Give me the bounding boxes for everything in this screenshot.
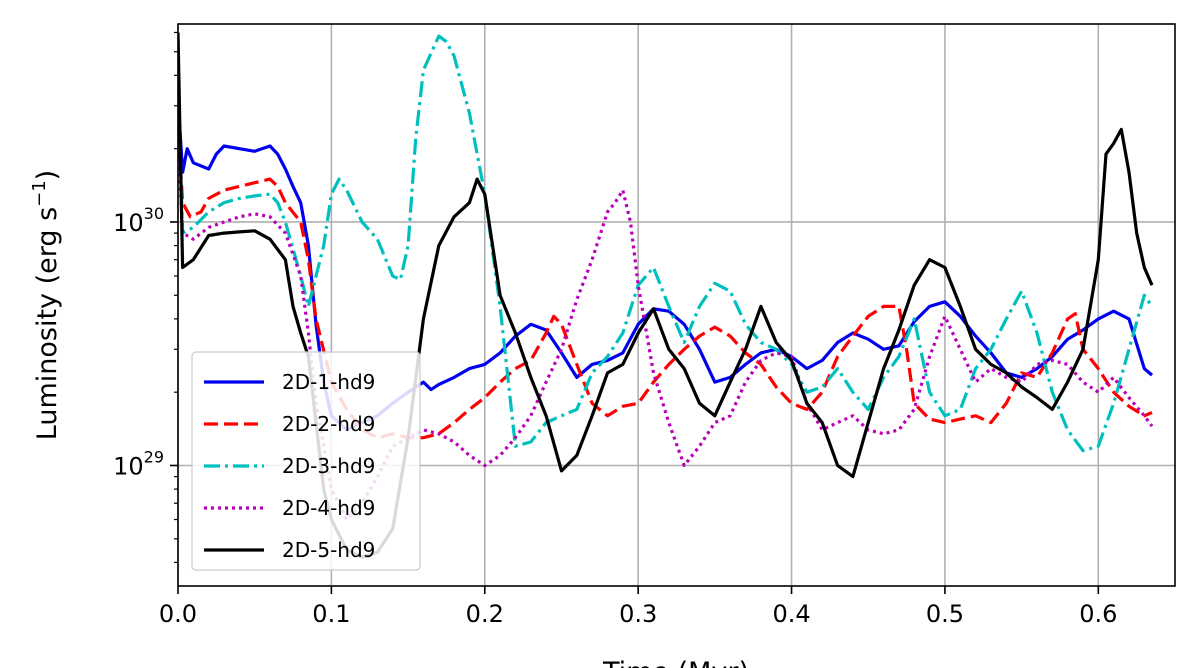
legend-label-2D-2-hd9: 2D-2-hd9	[282, 412, 375, 436]
x-tick-label-3: 0.3	[619, 600, 657, 628]
x-tick-label-2: 0.2	[466, 600, 504, 628]
series-line-2D-2-hd9	[178, 125, 1153, 440]
plot-frame	[177, 23, 1176, 587]
legend-label-2D-5-hd9: 2D-5-hd9	[282, 538, 375, 562]
x-axis-label: Time (Myr)	[602, 657, 749, 668]
series-line-2D-3-hd9	[178, 34, 1154, 453]
legend-label-2D-4-hd9: 2D-4-hd9	[282, 496, 375, 520]
legend-label-2D-3-hd9: 2D-3-hd9	[282, 454, 375, 478]
y-axis-label-exponent: −1	[29, 180, 50, 207]
x-tick-label-6: 0.6	[1079, 600, 1117, 628]
x-tick-label-0: 0.0	[159, 600, 197, 628]
x-tick-label-5: 0.5	[926, 600, 964, 628]
y-axis-label-close: )	[32, 170, 63, 181]
y-tick-label-0: 1029	[113, 447, 164, 480]
legend-label-2D-1-hd9: 2D-1-hd9	[282, 370, 375, 394]
x-tick-label-1: 0.1	[312, 600, 350, 628]
y-axis-label: Luminosity (erg s−1)	[29, 170, 63, 440]
y-tick-label-1: 1030	[113, 204, 164, 237]
series-line-2D-1-hd9	[178, 98, 1154, 432]
legend: 2D-1-hd9 2D-2-hd9 2D-3-hd9 2D-4-hd9 2D-5-hd9	[191, 351, 421, 571]
y-axis-label-main: Luminosity (erg s	[32, 207, 63, 440]
x-tick-label-4: 0.4	[772, 600, 810, 628]
legend-box	[191, 351, 421, 571]
axis-ticks: 0.0 0.1 0.2 0.3 0.4 0.5 0.6 1029 1030	[113, 31, 1117, 628]
